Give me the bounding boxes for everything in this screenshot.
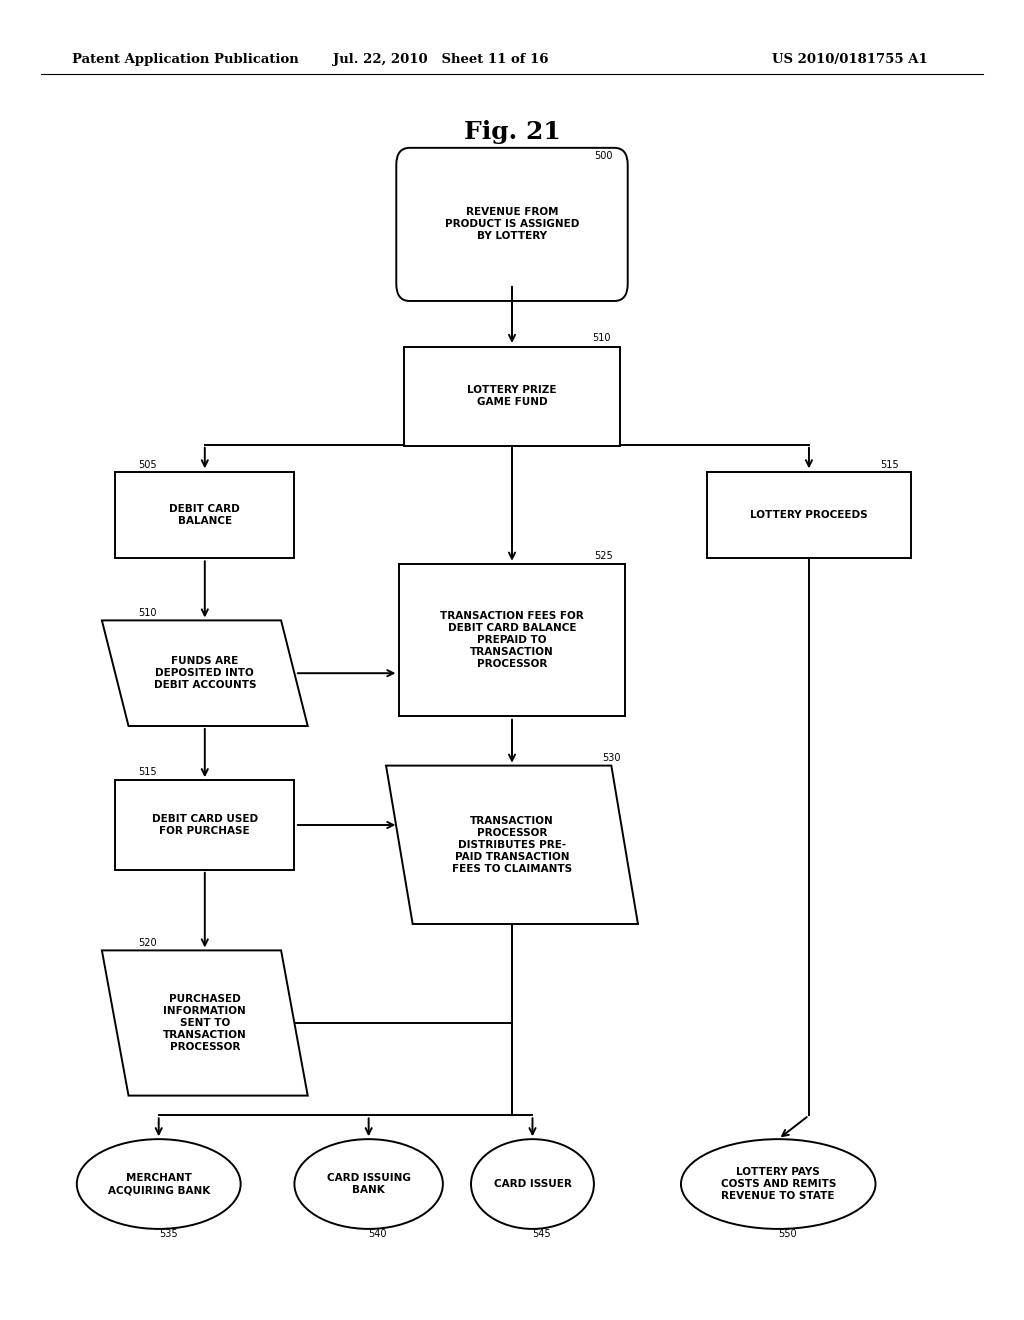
Ellipse shape xyxy=(77,1139,241,1229)
Polygon shape xyxy=(386,766,638,924)
Text: DEBIT CARD USED
FOR PURCHASE: DEBIT CARD USED FOR PURCHASE xyxy=(152,814,258,836)
Bar xyxy=(404,346,620,446)
Text: CARD ISSUING
BANK: CARD ISSUING BANK xyxy=(327,1173,411,1195)
Text: 515: 515 xyxy=(881,459,899,470)
Text: 510: 510 xyxy=(592,333,610,343)
Text: Jul. 22, 2010   Sheet 11 of 16: Jul. 22, 2010 Sheet 11 of 16 xyxy=(333,53,548,66)
Text: PURCHASED
INFORMATION
SENT TO
TRANSACTION
PROCESSOR: PURCHASED INFORMATION SENT TO TRANSACTIO… xyxy=(163,994,247,1052)
Text: 510: 510 xyxy=(138,607,157,618)
Text: 545: 545 xyxy=(532,1229,551,1239)
Text: REVENUE FROM
PRODUCT IS ASSIGNED
BY LOTTERY: REVENUE FROM PRODUCT IS ASSIGNED BY LOTT… xyxy=(444,207,580,242)
Bar xyxy=(399,565,625,715)
Text: LOTTERY PRIZE
GAME FUND: LOTTERY PRIZE GAME FUND xyxy=(467,385,557,407)
Text: 500: 500 xyxy=(594,150,612,161)
Text: 535: 535 xyxy=(159,1229,177,1239)
Text: 525: 525 xyxy=(594,550,612,561)
Text: TRANSACTION
PROCESSOR
DISTRIBUTES PRE-
PAID TRANSACTION
FEES TO CLAIMANTS: TRANSACTION PROCESSOR DISTRIBUTES PRE- P… xyxy=(452,816,572,874)
Text: TRANSACTION FEES FOR
DEBIT CARD BALANCE
PREPAID TO
TRANSACTION
PROCESSOR: TRANSACTION FEES FOR DEBIT CARD BALANCE … xyxy=(440,611,584,669)
Text: LOTTERY PROCEEDS: LOTTERY PROCEEDS xyxy=(751,510,867,520)
Text: DEBIT CARD
BALANCE: DEBIT CARD BALANCE xyxy=(169,504,241,525)
Ellipse shape xyxy=(295,1139,442,1229)
Text: MERCHANT
ACQUIRING BANK: MERCHANT ACQUIRING BANK xyxy=(108,1173,210,1195)
Text: Fig. 21: Fig. 21 xyxy=(464,120,560,144)
Text: 515: 515 xyxy=(138,767,157,777)
Text: 550: 550 xyxy=(778,1229,797,1239)
Ellipse shape xyxy=(681,1139,876,1229)
Text: US 2010/0181755 A1: US 2010/0181755 A1 xyxy=(772,53,928,66)
Polygon shape xyxy=(102,620,307,726)
Text: 530: 530 xyxy=(602,752,621,763)
Bar xyxy=(116,471,295,557)
Text: FUNDS ARE
DEPOSITED INTO
DEBIT ACCOUNTS: FUNDS ARE DEPOSITED INTO DEBIT ACCOUNTS xyxy=(154,656,256,690)
Text: 540: 540 xyxy=(369,1229,387,1239)
Text: LOTTERY PAYS
COSTS AND REMITS
REVENUE TO STATE: LOTTERY PAYS COSTS AND REMITS REVENUE TO… xyxy=(721,1167,836,1201)
Polygon shape xyxy=(102,950,307,1096)
Text: Patent Application Publication: Patent Application Publication xyxy=(72,53,298,66)
Text: CARD ISSUER: CARD ISSUER xyxy=(494,1179,571,1189)
Text: 520: 520 xyxy=(138,937,157,948)
FancyBboxPatch shape xyxy=(396,148,628,301)
Bar xyxy=(116,780,295,870)
Text: 505: 505 xyxy=(138,459,157,470)
Ellipse shape xyxy=(471,1139,594,1229)
Bar xyxy=(707,471,911,557)
